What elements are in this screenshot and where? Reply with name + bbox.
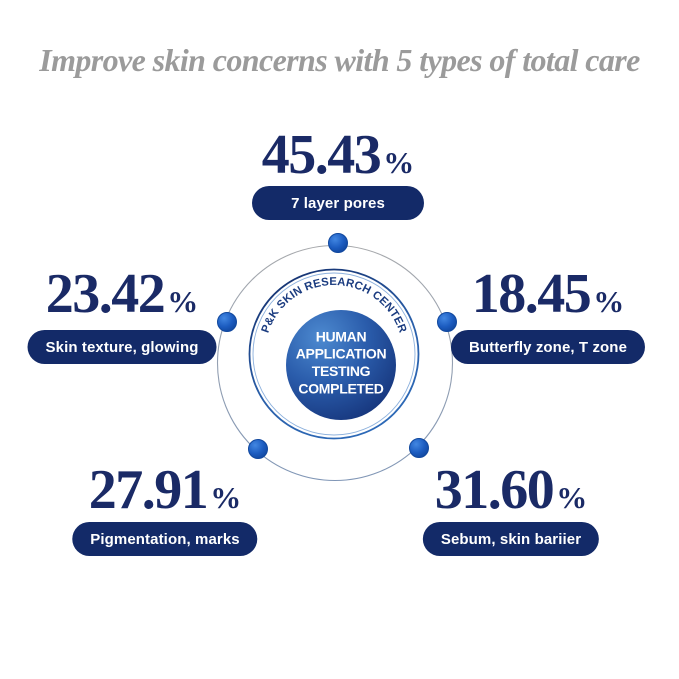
stat-butterfly-zone-t-zone: 18.45% Butterfly zone, T zone: [450, 266, 646, 364]
inner-ring: [248, 268, 420, 440]
stat-number: 23.42: [45, 263, 166, 325]
orbit-dot-left: [217, 312, 237, 332]
percent-sign: %: [167, 284, 199, 319]
orbit-dot-bottom-right: [409, 438, 429, 458]
stat-value: 18.45%: [472, 266, 625, 322]
orbit-dot-right: [437, 312, 457, 332]
stat-label-pill: 7 layer pores: [252, 186, 424, 220]
stat-value: 45.43%: [262, 127, 415, 183]
orbit-dot-top: [328, 233, 348, 253]
disc-line-4: COMPLETED: [298, 381, 383, 397]
stat-number: 31.60: [434, 459, 555, 521]
stat-label-pill: Pigmentation, marks: [72, 522, 258, 556]
stat-label-pill: Butterfly zone, T zone: [450, 330, 646, 364]
orbit-dot-bottom-left: [248, 439, 268, 459]
stat-7-layer-pores: 45.43% 7 layer pores: [252, 127, 424, 220]
stat-label-pill: Sebum, skin bariier: [422, 522, 600, 556]
percent-sign: %: [556, 480, 588, 515]
percent-sign: %: [383, 145, 415, 180]
stat-number: 18.45: [471, 263, 592, 325]
percent-sign: %: [210, 480, 242, 515]
disc-line-1: HUMAN: [316, 329, 367, 345]
stat-number: 27.91: [88, 459, 209, 521]
stat-number: 45.43: [261, 124, 382, 186]
disc-line-2: APPLICATION: [296, 346, 387, 362]
stat-label-pill: Skin texture, glowing: [27, 330, 217, 364]
center-disc: [286, 310, 396, 420]
stat-value: 31.60%: [435, 462, 588, 518]
percent-sign: %: [593, 284, 625, 319]
stat-pigmentation-marks: 27.91% Pigmentation, marks: [72, 462, 258, 556]
stat-value: 27.91%: [89, 462, 242, 518]
stat-value: 23.42%: [46, 266, 199, 322]
inner-ring-highlight: [252, 272, 416, 436]
stat-skin-texture-glowing: 23.42% Skin texture, glowing: [27, 266, 217, 364]
page-title: Improve skin concerns with 5 types of to…: [39, 42, 640, 78]
stat-sebum-skin-barrier: 31.60% Sebum, skin bariier: [422, 462, 600, 556]
disc-line-3: TESTING: [312, 363, 371, 379]
